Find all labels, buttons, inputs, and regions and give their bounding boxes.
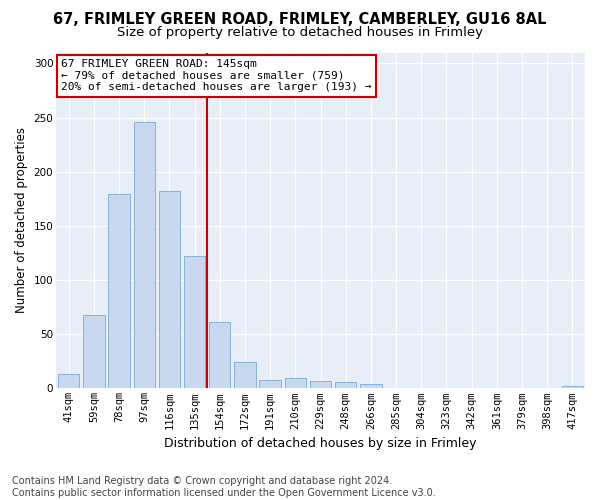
Bar: [259, 380, 281, 388]
Text: 67 FRIMLEY GREEN ROAD: 145sqm
← 79% of detached houses are smaller (759)
20% of : 67 FRIMLEY GREEN ROAD: 145sqm ← 79% of d…: [61, 59, 372, 92]
Text: Size of property relative to detached houses in Frimley: Size of property relative to detached ho…: [117, 26, 483, 39]
Bar: [335, 382, 356, 388]
Bar: [360, 384, 382, 388]
Bar: [234, 362, 256, 388]
Bar: [134, 122, 155, 388]
Text: 67, FRIMLEY GREEN ROAD, FRIMLEY, CAMBERLEY, GU16 8AL: 67, FRIMLEY GREEN ROAD, FRIMLEY, CAMBERL…: [53, 12, 547, 28]
Bar: [58, 374, 79, 388]
Bar: [109, 194, 130, 388]
Bar: [83, 314, 104, 388]
Text: Contains HM Land Registry data © Crown copyright and database right 2024.
Contai: Contains HM Land Registry data © Crown c…: [12, 476, 436, 498]
Y-axis label: Number of detached properties: Number of detached properties: [15, 128, 28, 314]
Bar: [184, 256, 205, 388]
X-axis label: Distribution of detached houses by size in Frimley: Distribution of detached houses by size …: [164, 437, 477, 450]
Bar: [562, 386, 583, 388]
Bar: [159, 191, 180, 388]
Bar: [209, 322, 230, 388]
Bar: [284, 378, 306, 388]
Bar: [310, 381, 331, 388]
